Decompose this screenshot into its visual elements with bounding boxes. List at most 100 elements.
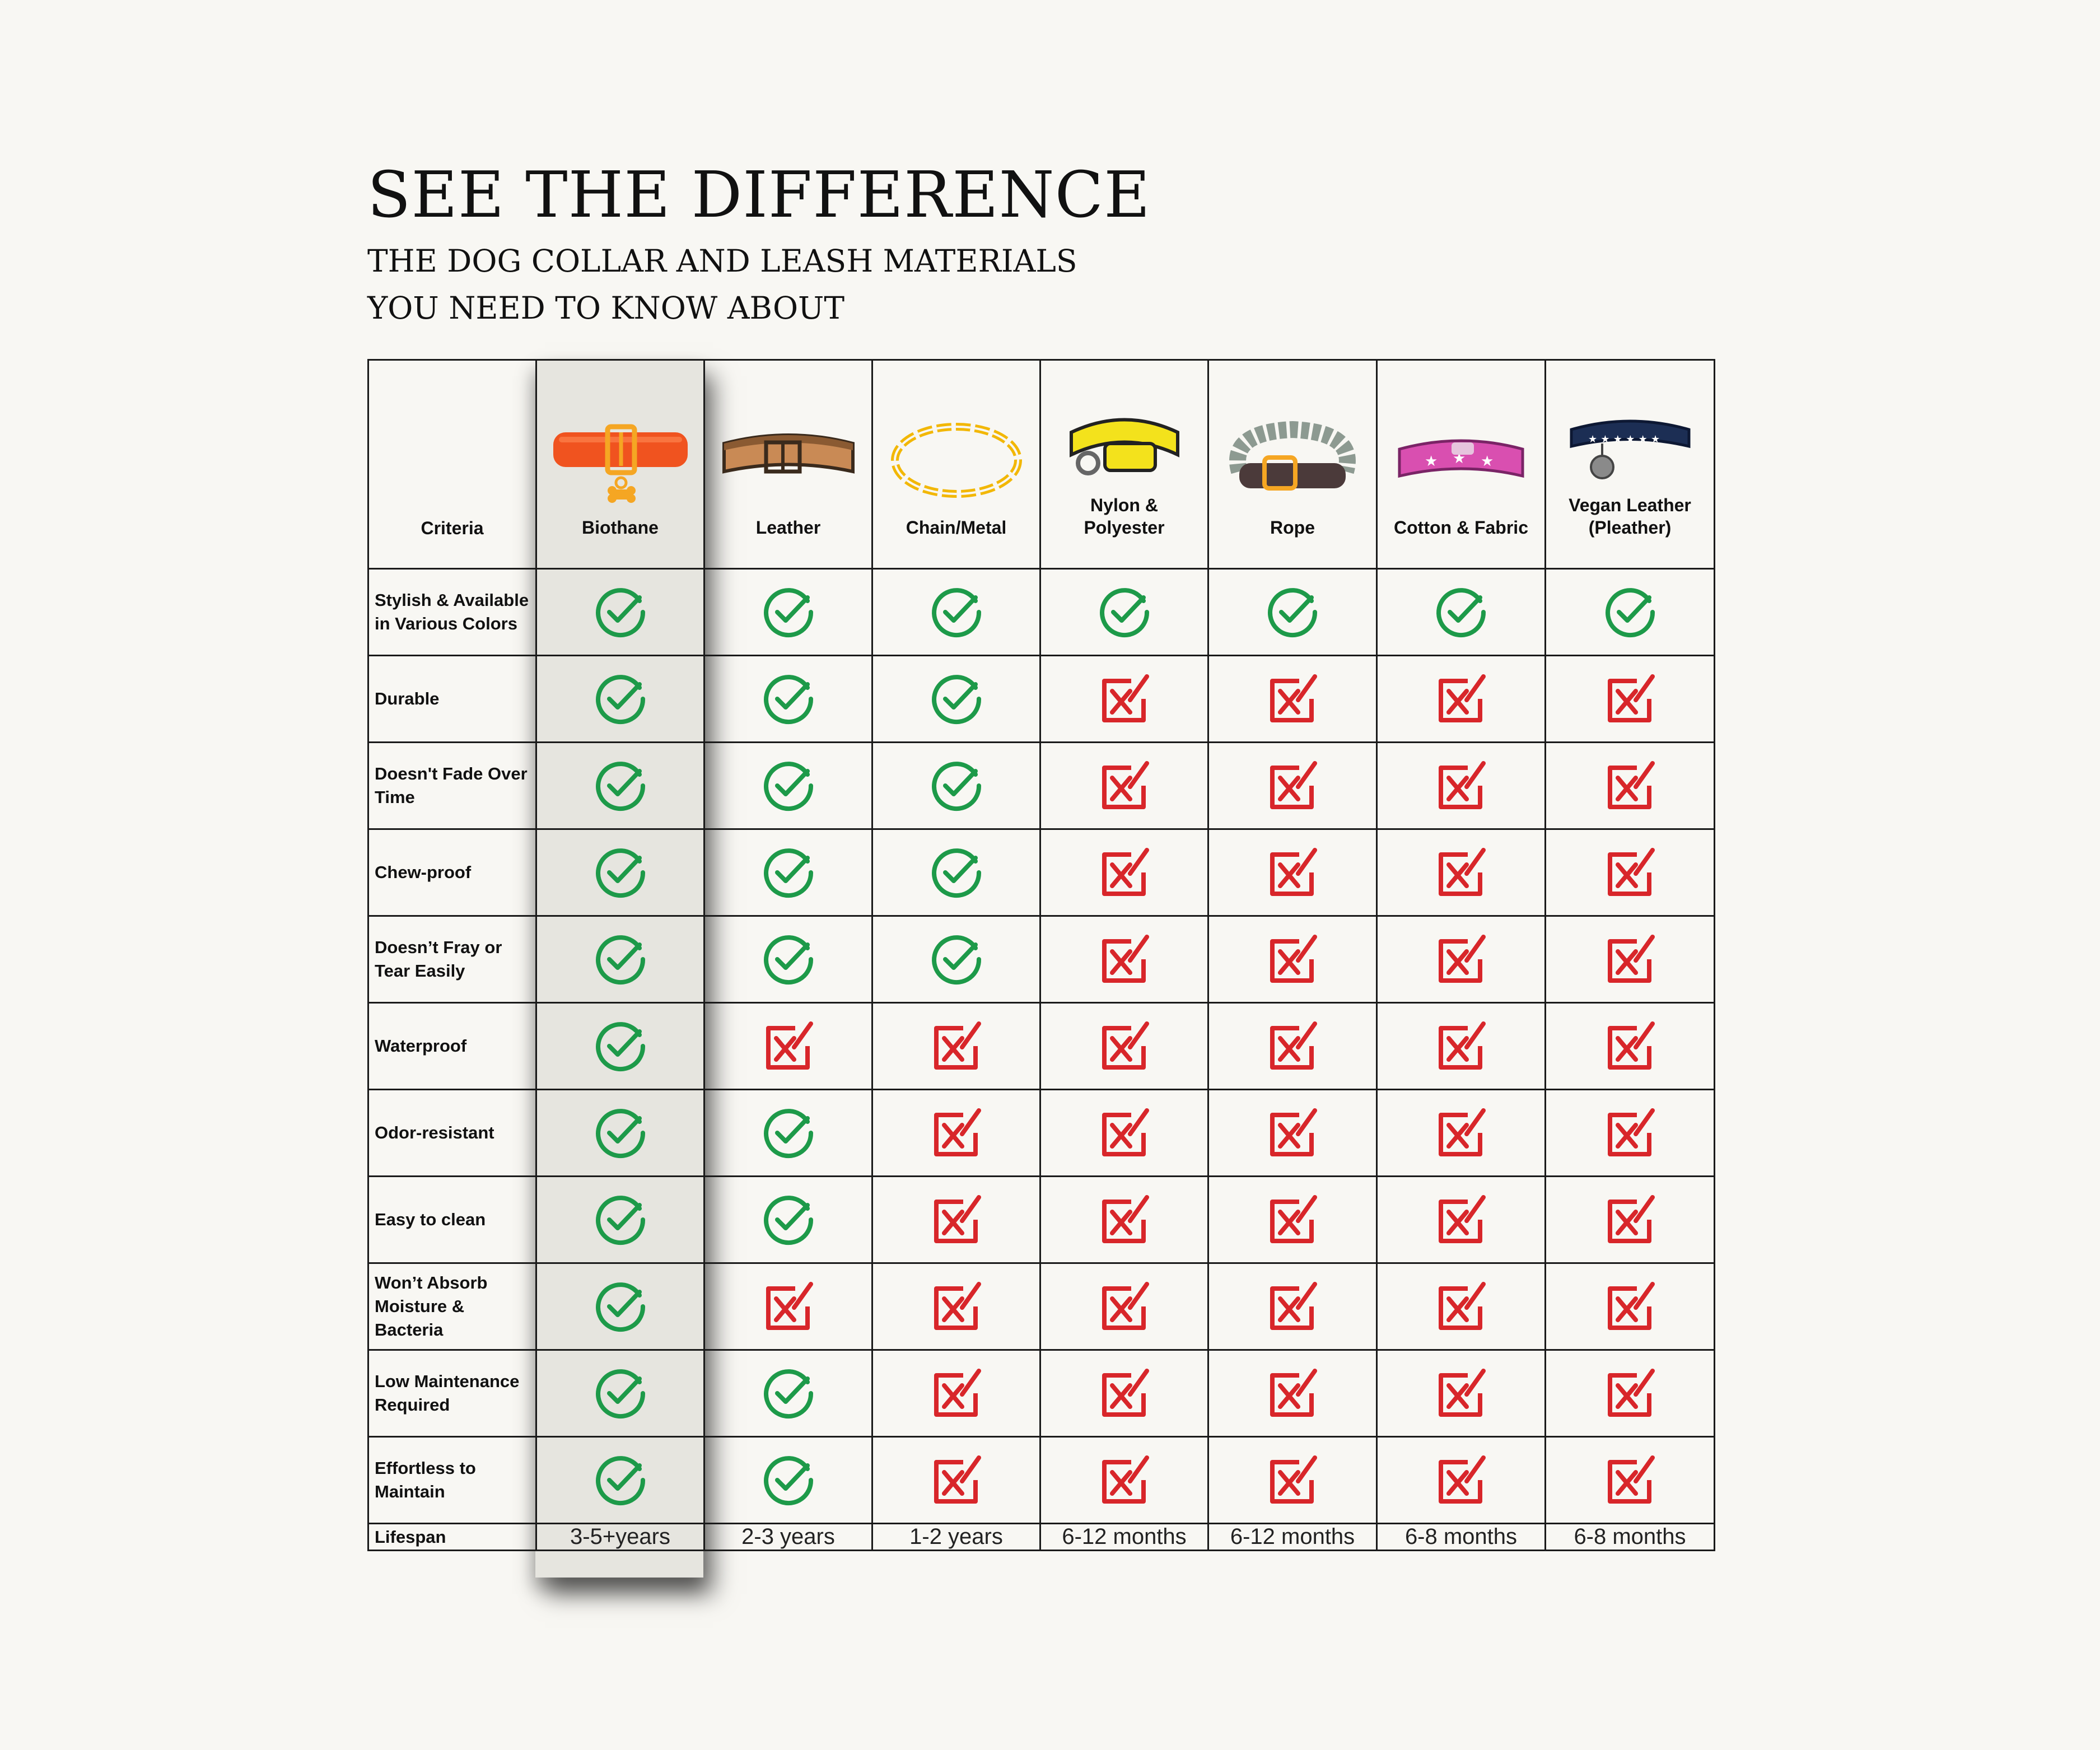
mark-cell-leather (703, 1002, 873, 1090)
cross-box-icon (1602, 1108, 1658, 1156)
criteria-row: Doesn’t Fray or Tear Easily (367, 915, 1715, 1004)
material-name: Leather (755, 517, 821, 538)
mark-cell-vegan-leather (1544, 828, 1715, 917)
check-circle-icon (1433, 588, 1489, 638)
criterion-label: Effortless to Maintain (367, 1436, 537, 1524)
cross-box-icon (1602, 674, 1658, 722)
mark-cell-leather (703, 655, 873, 743)
lifespan-biothane: 3-5+years (535, 1523, 705, 1551)
mark-cell-nylon (1039, 915, 1209, 1004)
cross-box-icon (1602, 1282, 1658, 1330)
lifespan-cotton: 6-8 months (1376, 1523, 1546, 1551)
mark-cell-chain (871, 915, 1041, 1004)
mark-cell-leather (703, 828, 873, 917)
mark-cell-vegan-leather (1544, 655, 1715, 743)
cross-box-icon (1264, 1195, 1320, 1243)
cross-box-icon (928, 1195, 984, 1243)
check-circle-icon (592, 848, 648, 898)
material-header-cotton: ★ ★ ★ Cotton & Fabric (1376, 359, 1546, 570)
cross-box-icon (1264, 1108, 1320, 1156)
cross-box-icon (1433, 1195, 1489, 1243)
mark-cell-rope (1207, 1002, 1378, 1090)
cross-box-icon (1096, 674, 1152, 722)
cross-box-icon (760, 1282, 816, 1330)
material-header-biothane: Biothane (535, 359, 705, 570)
check-circle-icon (592, 675, 648, 725)
cross-box-icon (1433, 1369, 1489, 1417)
header-row: Criteria Biothane (367, 359, 1715, 570)
mark-cell-cotton (1376, 1436, 1546, 1524)
mark-cell-vegan-leather (1544, 1262, 1715, 1351)
mark-cell-biothane (535, 655, 705, 743)
criterion-label: Waterproof (367, 1002, 537, 1090)
check-circle-icon (928, 848, 984, 898)
mark-cell-cotton (1376, 655, 1546, 743)
cross-box-icon (760, 1021, 816, 1070)
mark-cell-rope (1207, 1262, 1378, 1351)
yellow-nylon-collar-icon (1069, 418, 1179, 475)
cross-box-icon (1264, 674, 1320, 722)
mark-cell-biothane (535, 1002, 705, 1090)
gold-chain-collar-icon (890, 423, 1022, 498)
mark-cell-biothane (535, 828, 705, 917)
page-title: SEE THE DIFFERENCE (367, 158, 1151, 232)
material-header-nylon: Nylon & Polyester (1039, 359, 1209, 570)
criteria-row: Effortless to Maintain (367, 1436, 1715, 1524)
mark-cell-nylon (1039, 741, 1209, 830)
cross-box-icon (1096, 1455, 1152, 1504)
cross-box-icon (928, 1455, 984, 1504)
cross-box-icon (1096, 1282, 1152, 1330)
cross-box-icon (1096, 1021, 1152, 1070)
mark-cell-rope (1207, 1175, 1378, 1264)
check-circle-icon (592, 1282, 648, 1332)
check-circle-icon (760, 1456, 816, 1506)
cross-box-icon (1264, 848, 1320, 896)
mark-cell-chain (871, 1002, 1041, 1090)
material-name: Biothane (582, 517, 659, 538)
mark-cell-vegan-leather (1544, 1349, 1715, 1438)
cross-box-icon (1602, 1369, 1658, 1417)
criterion-label: Doesn't Fade Over Time (367, 741, 537, 830)
mark-cell-vegan-leather (1544, 1436, 1715, 1524)
cross-box-icon (1264, 935, 1320, 983)
check-circle-icon (760, 762, 816, 811)
mark-cell-vegan-leather (1544, 915, 1715, 1004)
subtitle-line-1: THE DOG COLLAR AND LEASH MATERIALS (367, 243, 1077, 279)
mark-cell-leather (703, 568, 873, 656)
comparison-table-container: Criteria Biothane (367, 359, 1715, 1578)
check-circle-icon (760, 1109, 816, 1159)
cross-box-icon (1433, 1021, 1489, 1070)
cross-box-icon (1096, 935, 1152, 983)
mark-cell-nylon (1039, 1089, 1209, 1177)
material-name: Vegan Leather (Pleather) (1569, 495, 1691, 538)
criterion-label: Doesn’t Fray or Tear Easily (367, 915, 537, 1004)
criteria-row: Waterproof (367, 1002, 1715, 1090)
criterion-label: Stylish & Available in Various Colors (367, 568, 537, 656)
mark-cell-biothane (535, 1262, 705, 1351)
mark-cell-nylon (1039, 1349, 1209, 1438)
cross-box-icon (1433, 848, 1489, 896)
material-header-chain: Chain/Metal (871, 359, 1041, 570)
mark-cell-nylon (1039, 1002, 1209, 1090)
mark-cell-vegan-leather (1544, 1089, 1715, 1177)
lifespan-leather: 2-3 years (703, 1523, 873, 1551)
cross-box-icon (1096, 848, 1152, 896)
cross-box-icon (1433, 674, 1489, 722)
mark-cell-cotton (1376, 828, 1546, 917)
mark-cell-nylon (1039, 1262, 1209, 1351)
check-circle-icon (592, 762, 648, 811)
check-circle-icon (760, 1369, 816, 1419)
mark-cell-leather (703, 741, 873, 830)
cross-box-icon (1096, 1369, 1152, 1417)
check-circle-icon (928, 588, 984, 638)
mark-cell-chain (871, 1349, 1041, 1438)
check-circle-icon (760, 675, 816, 725)
mark-cell-chain (871, 828, 1041, 917)
cross-box-icon (928, 1021, 984, 1070)
mark-cell-rope (1207, 741, 1378, 830)
cross-box-icon (1602, 1195, 1658, 1243)
cross-box-icon (1602, 761, 1658, 809)
mark-cell-chain (871, 655, 1041, 743)
cross-box-icon (1602, 1021, 1658, 1070)
mark-cell-nylon (1039, 1436, 1209, 1524)
